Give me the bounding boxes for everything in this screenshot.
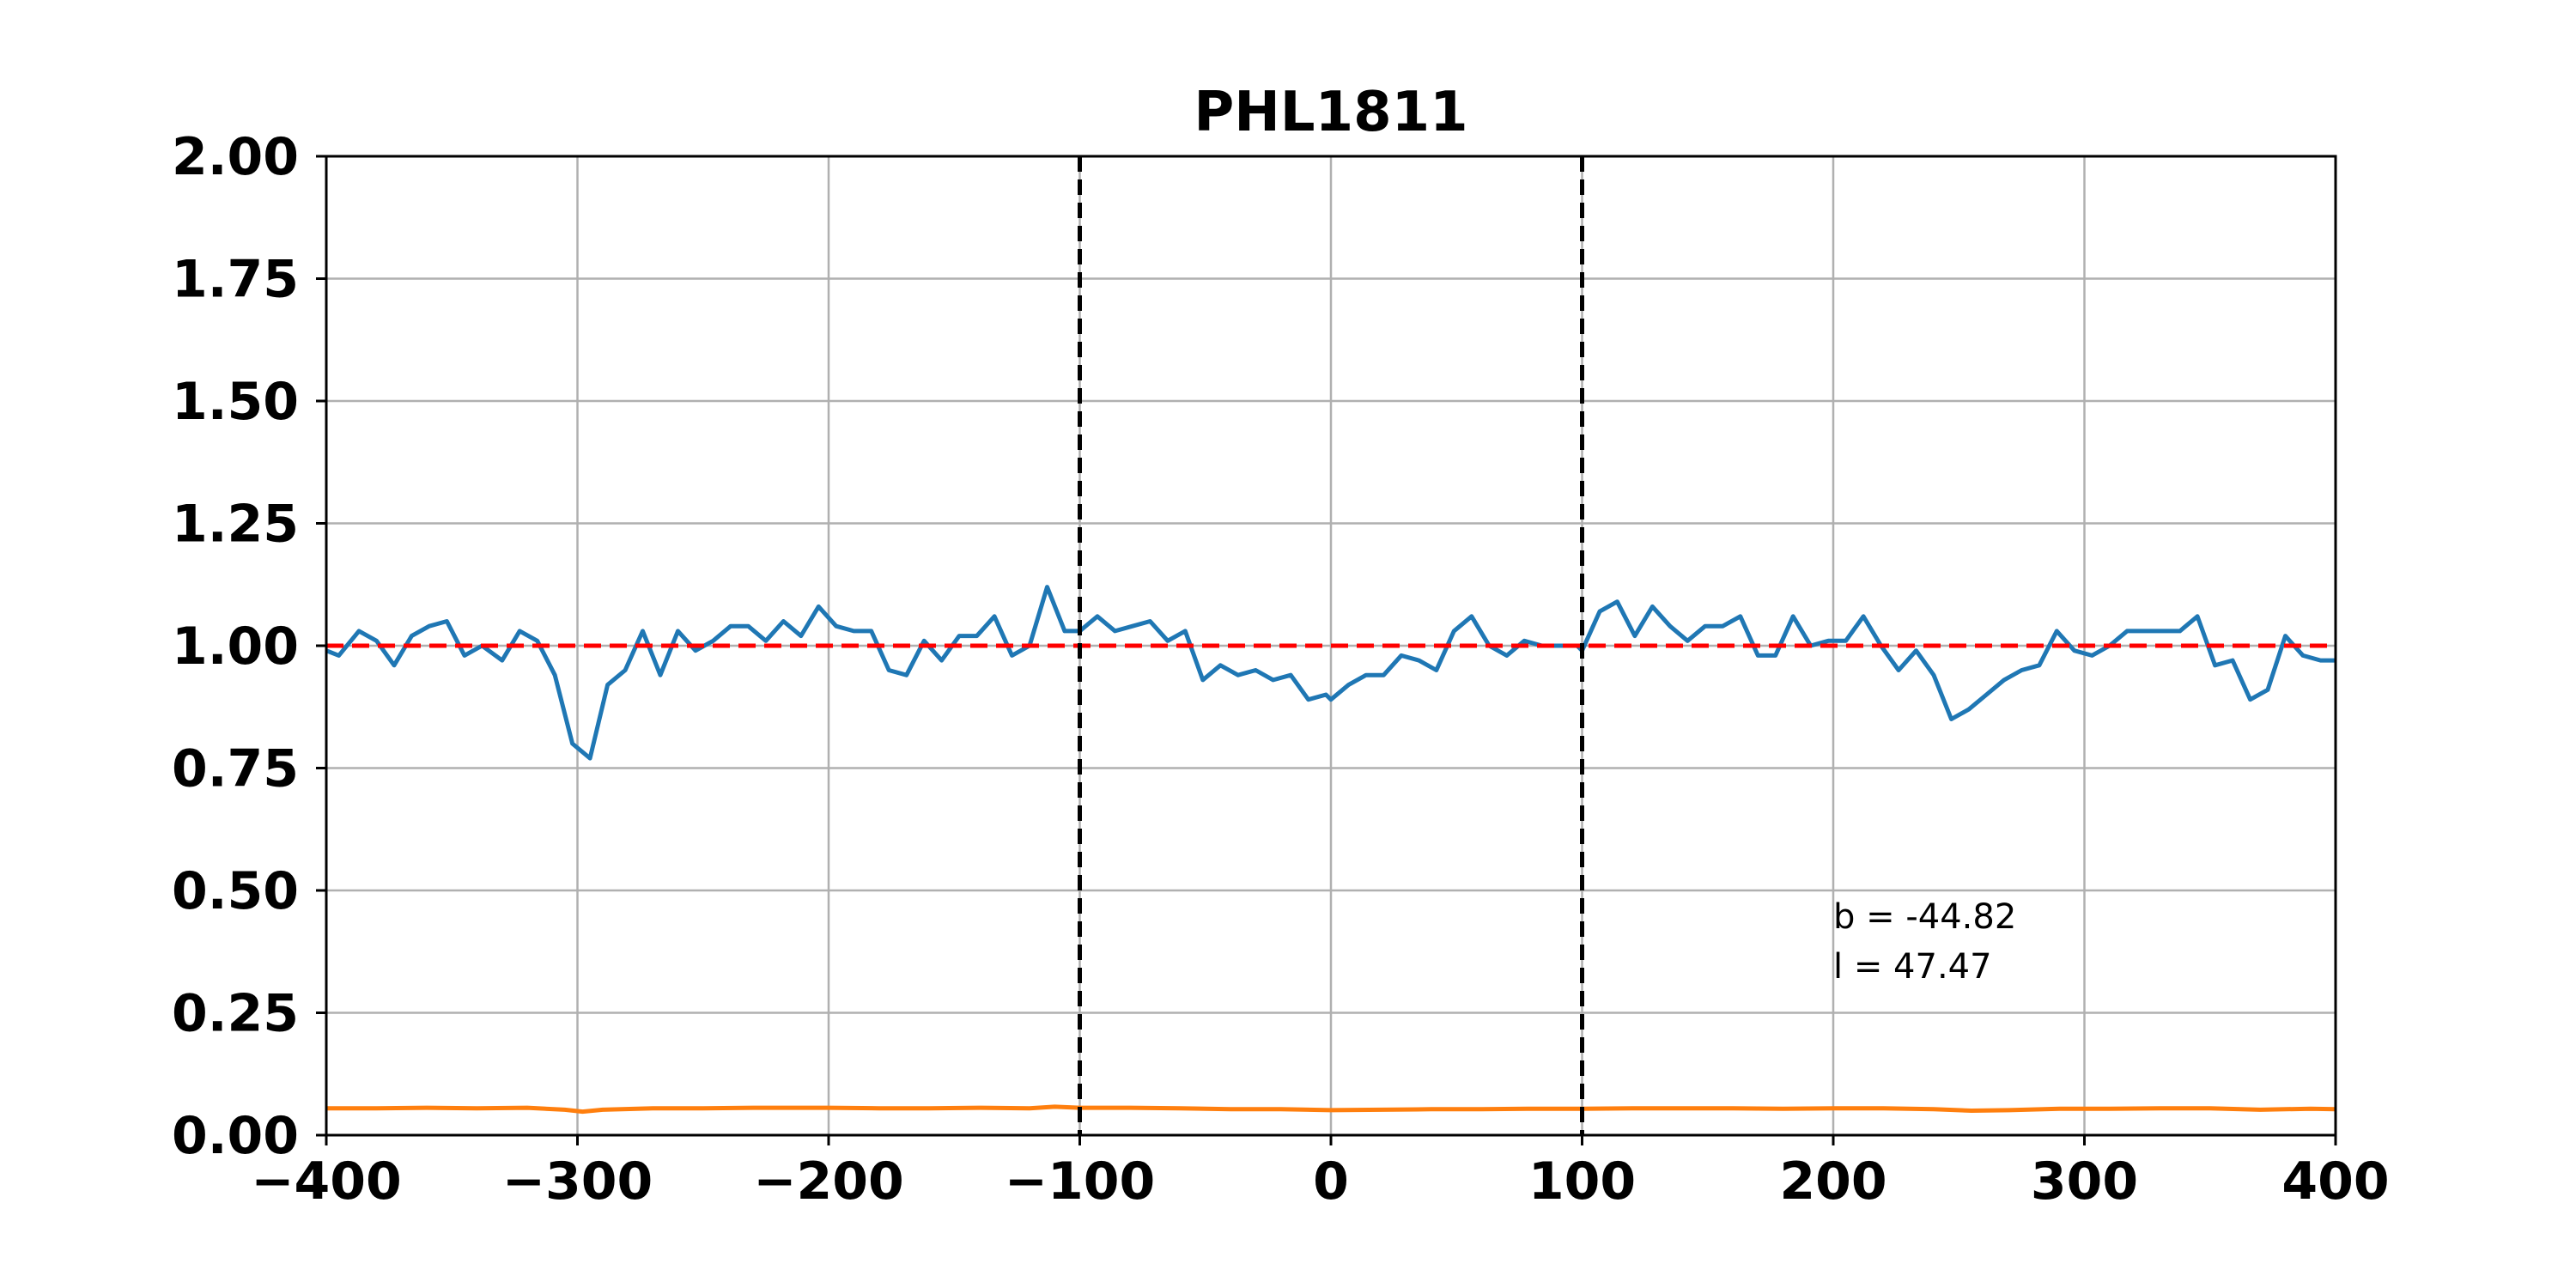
y-tick-label: 1.75 xyxy=(172,250,299,310)
error-series-line xyxy=(326,1104,2336,1115)
x-tick-label: −400 xyxy=(251,1151,402,1212)
x-tick-label: 100 xyxy=(1528,1151,1636,1212)
x-tick-label: 300 xyxy=(2031,1151,2138,1212)
flux-series-line xyxy=(325,585,2336,761)
x-tick-label: 400 xyxy=(2281,1151,2389,1212)
y-tick-label: 2.00 xyxy=(172,127,299,187)
y-tick-label: 1.50 xyxy=(172,372,299,432)
y-tick-label: 1.25 xyxy=(172,495,299,555)
x-tick-label: −100 xyxy=(1005,1151,1156,1212)
y-tick-label: 0.25 xyxy=(172,984,299,1044)
x-tick-label: 0 xyxy=(1313,1151,1349,1212)
x-tick-label: −200 xyxy=(753,1151,904,1212)
x-tick-label: −300 xyxy=(502,1151,653,1212)
y-tick-label: 0.75 xyxy=(172,739,299,799)
y-tick-label: 0.00 xyxy=(172,1106,299,1166)
chart-title: PHL1811 xyxy=(1194,81,1467,144)
annotation-l: l = 47.47 xyxy=(1833,947,1992,987)
axis-ticks: −400 −300 −200 −100 0 100 200 300 400 0.00 0.25 0.5… xyxy=(172,127,2390,1212)
x-tick-label: 200 xyxy=(1779,1151,1886,1212)
vertical-markers xyxy=(1078,156,1584,1135)
annotation-b: b = -44.82 xyxy=(1833,897,2016,937)
y-tick-label: 1.00 xyxy=(172,617,299,677)
y-tick-label: 0.50 xyxy=(172,861,299,921)
series-layer xyxy=(325,585,2336,1115)
